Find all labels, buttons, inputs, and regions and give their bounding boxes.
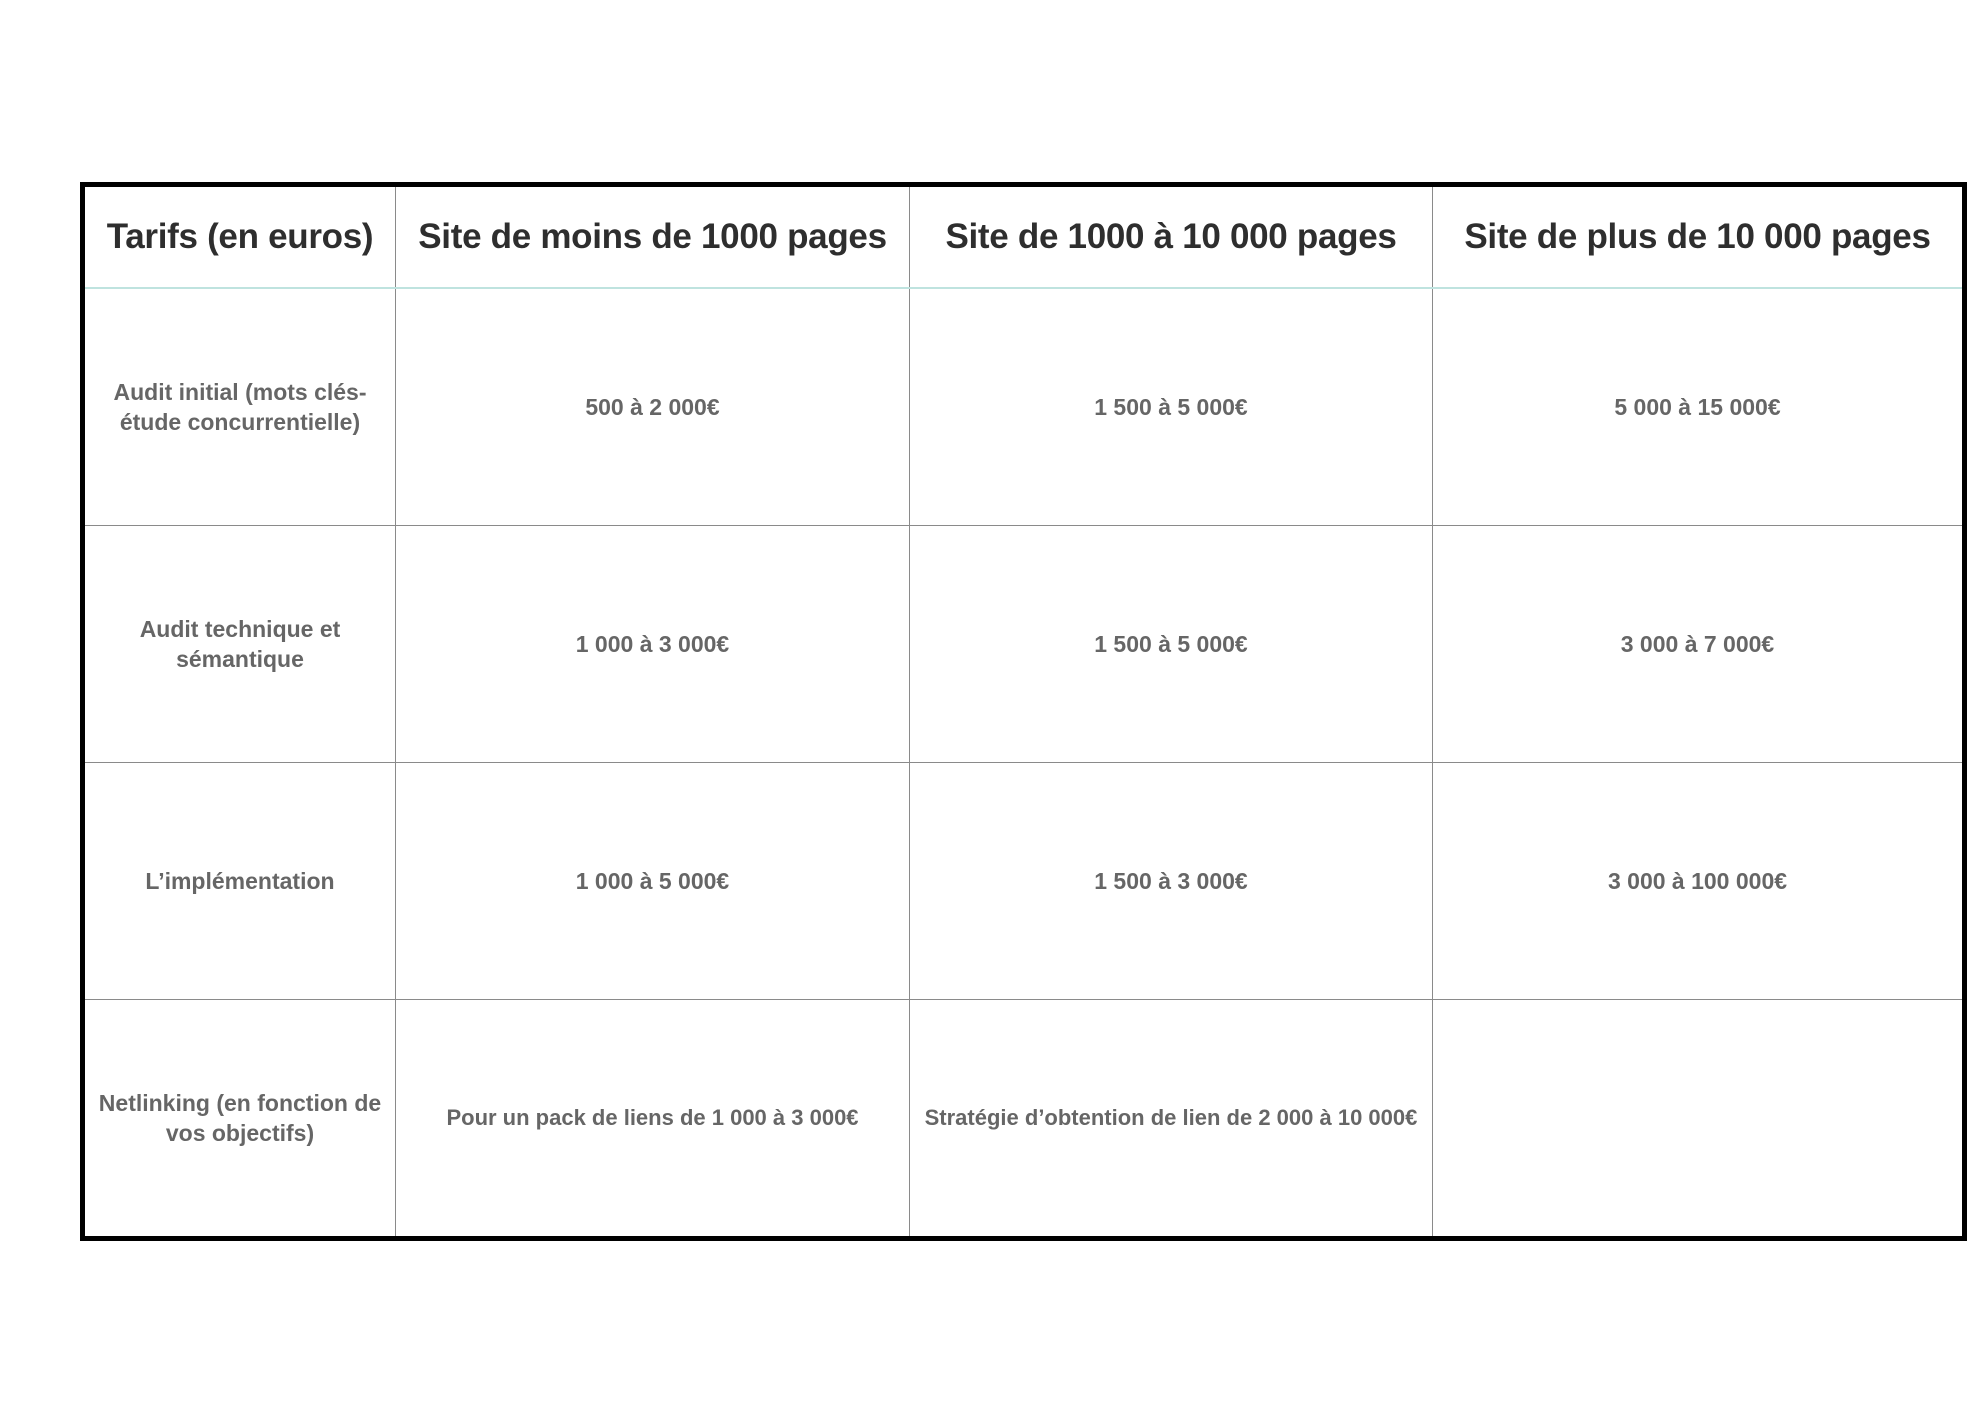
header-large-site: Site de plus de 10 000 pages <box>1432 184 1965 289</box>
header-small-site: Site de moins de 1000 pages <box>395 184 910 289</box>
price-cell <box>1432 999 1965 1239</box>
header-row: Tarifs (en euros) Site de moins de 1000 … <box>82 184 1965 289</box>
price-cell: 3 000 à 100 000€ <box>1432 762 1965 1000</box>
table-row: Audit initial (mots clés- étude concurre… <box>82 287 1965 526</box>
table-row: Audit technique et sémantique 1 000 à 3 … <box>82 525 1965 763</box>
price-cell: 3 000 à 7 000€ <box>1432 525 1965 763</box>
row-label: Audit technique et sémantique <box>82 525 396 763</box>
price-cell: Pour un pack de liens de 1 000 à 3 000€ <box>395 999 910 1239</box>
pricing-table: Tarifs (en euros) Site de moins de 1000 … <box>80 182 1967 1241</box>
row-label: Netlinking (en fonction de vos objectifs… <box>82 999 396 1239</box>
price-cell: 1 000 à 5 000€ <box>395 762 910 1000</box>
table-row: Netlinking (en fonction de vos objectifs… <box>82 999 1965 1239</box>
price-cell: 1 500 à 5 000€ <box>909 525 1433 763</box>
row-label: L’implémentation <box>82 762 396 1000</box>
price-cell: 1 500 à 5 000€ <box>909 287 1433 526</box>
price-cell: 5 000 à 15 000€ <box>1432 287 1965 526</box>
price-cell: Stratégie d’obtention de lien de 2 000 à… <box>909 999 1433 1239</box>
table-row: L’implémentation 1 000 à 5 000€ 1 500 à … <box>82 762 1965 1000</box>
row-label: Audit initial (mots clés- étude concurre… <box>82 287 396 526</box>
header-tarifs: Tarifs (en euros) <box>82 184 396 289</box>
header-medium-site: Site de 1000 à 10 000 pages <box>909 184 1433 289</box>
price-cell: 1 000 à 3 000€ <box>395 525 910 763</box>
price-cell: 1 500 à 3 000€ <box>909 762 1433 1000</box>
price-cell: 500 à 2 000€ <box>395 287 910 526</box>
